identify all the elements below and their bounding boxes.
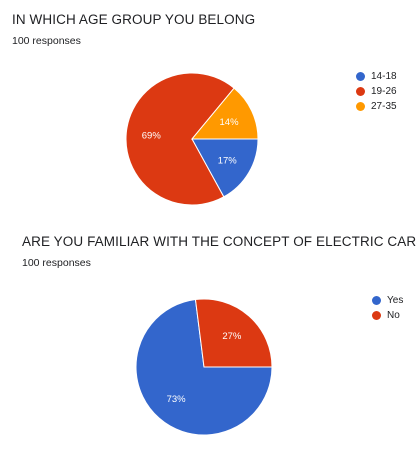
legend-swatch xyxy=(356,101,365,111)
legend-swatch xyxy=(372,295,381,305)
legend-item-no: No xyxy=(372,308,403,322)
chart-title: IN WHICH AGE GROUP YOU BELONG xyxy=(12,12,256,27)
pie-chart-age-group: 17% 69% 14% xyxy=(125,72,259,206)
slice-label-no: 27% xyxy=(222,331,242,342)
legend-label: No xyxy=(387,309,400,321)
legend-electric-cars: Yes No xyxy=(372,293,403,323)
legend-label: 19-26 xyxy=(371,85,397,97)
legend-item-14-18: 14-18 xyxy=(356,69,397,83)
slice-label-14-18: 17% xyxy=(218,155,238,166)
slice-label-27-35: 14% xyxy=(220,117,240,128)
response-count: 100 responses xyxy=(12,35,81,47)
chart-title: ARE YOU FAMILIAR WITH THE CONCEPT OF ELE… xyxy=(22,234,417,249)
legend-swatch xyxy=(356,86,365,96)
legend-item-yes: Yes xyxy=(372,293,403,307)
chart-card-age-group: IN WHICH AGE GROUP YOU BELONG 100 respon… xyxy=(0,0,417,222)
legend-label: Yes xyxy=(387,294,404,306)
slice-label-yes: 73% xyxy=(167,394,187,405)
chart-card-electric-cars: ARE YOU FAMILIAR WITH THE CONCEPT OF ELE… xyxy=(0,222,417,451)
pie-slice-no xyxy=(194,298,273,368)
legend-swatch xyxy=(372,310,381,320)
legend-label: 27-35 xyxy=(371,100,397,112)
legend-item-27-35: 27-35 xyxy=(356,99,397,113)
pie-slice-27-35 xyxy=(190,87,259,140)
pie-chart-electric-cars: 73% 27% xyxy=(135,298,273,436)
legend-item-19-26: 19-26 xyxy=(356,84,397,98)
legend-label: 14-18 xyxy=(371,70,397,82)
legend-age-group: 14-18 19-26 27-35 xyxy=(356,69,397,114)
slice-label-19-26: 69% xyxy=(142,131,162,142)
response-count: 100 responses xyxy=(22,257,91,269)
legend-swatch xyxy=(356,71,365,81)
pie-slice-14-18 xyxy=(191,138,259,198)
pie-slice-19-26 xyxy=(125,72,235,206)
